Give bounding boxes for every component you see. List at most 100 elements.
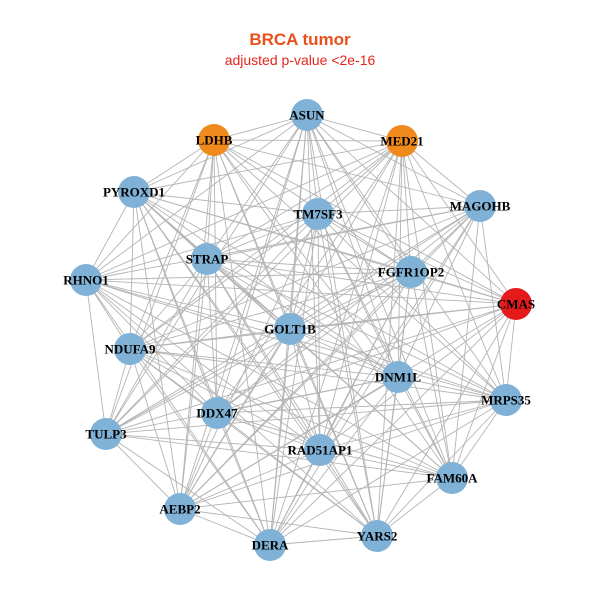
edge-pyroxd1-cmas [133,191,517,305]
node-label: AEBP2 [159,502,200,517]
node-ddx47: DDX47 [196,397,238,429]
edge-pyroxd1-aebp2 [133,191,181,510]
edge-magohb-golt1b [289,205,481,330]
node-circle [464,190,496,222]
edge-mrps35-rad51ap1 [319,399,507,451]
edge-asun-magohb [306,114,481,207]
edge-asun-strap [206,114,308,260]
edge-fgfr1op2-rhno1 [85,271,412,281]
edge-rhno1-golt1b [85,279,291,330]
edge-magohb-ndufa9 [129,205,481,350]
edge-strap-tulp3 [105,258,208,435]
edge-pyroxd1-yars2 [133,191,378,537]
edge-pyroxd1-mrps35 [133,191,507,401]
edge-fgfr1op2-aebp2 [179,271,412,510]
edge-pyroxd1-rad51ap1 [133,191,321,451]
edge-rhno1-fam60a [85,279,453,479]
edge-strap-cmas [206,258,517,305]
node-rhno1: RHNO1 [63,264,109,296]
node-rad51ap1: RAD51AP1 [288,434,353,466]
edge-mrps35-dera [269,399,507,546]
node-circle [114,333,146,365]
edge-magohb-rad51ap1 [319,205,481,451]
edge-med21-pyroxd1 [133,140,403,193]
node-circle [304,434,336,466]
edge-fgfr1op2-fam60a [410,271,453,479]
edge-strap-rad51ap1 [206,258,321,451]
node-fam60a: FAM60A [426,462,478,494]
edge-magohb-dnm1l [397,205,481,378]
edge-golt1b-dnm1l [289,328,399,378]
edge-fgfr1op2-tulp3 [105,271,412,435]
node-circle [500,288,532,320]
edge-strap-golt1b [206,258,291,330]
node-label: LDHB [196,133,233,148]
edge-dnm1l-dera [269,376,399,546]
node-label: STRAP [186,252,229,267]
node-label: FGFR1OP2 [378,265,444,280]
node-cmas: CMAS [497,288,535,320]
node-circle [201,397,233,429]
node-pyroxd1: PYROXD1 [103,176,165,208]
node-circle [70,264,102,296]
node-circle [164,493,196,525]
edge-fam60a-aebp2 [179,477,453,510]
node-label: NDUFA9 [104,342,156,357]
edge-asun-aebp2 [179,114,308,510]
edge-rad51ap1-yars2 [319,449,378,537]
node-label: FAM60A [426,471,478,486]
node-label: MED21 [380,134,423,149]
edge-tulp3-rad51ap1 [105,433,321,451]
node-circle [274,313,306,345]
edge-cmas-tulp3 [105,303,517,435]
node-circle [254,529,286,561]
edge-ddx47-aebp2 [179,412,218,510]
node-label: TULP3 [85,427,127,442]
node-label: MAGOHB [450,199,511,214]
edge-dnm1l-yars2 [376,376,399,537]
edge-rhno1-dnm1l [85,279,399,378]
edge-magohb-dera [269,205,481,546]
node-circle [291,99,323,131]
node-dera: DERA [252,529,289,561]
node-label: PYROXD1 [103,185,165,200]
edge-med21-fgfr1op2 [401,140,412,273]
node-circle [395,256,427,288]
edge-rad51ap1-dera [269,449,321,546]
edge-strap-dnm1l [206,258,399,378]
edge-med21-magohb [401,140,481,207]
node-label: DDX47 [196,406,238,421]
edge-med21-tm7sf3 [317,140,403,215]
edge-tulp3-aebp2 [105,433,181,510]
node-label: RHNO1 [63,273,109,288]
edge-ndufa9-dera [129,348,271,546]
edge-ldhb-tulp3 [105,139,215,435]
edge-dnm1l-mrps35 [397,376,507,401]
node-strap: STRAP [186,243,229,275]
edge-aebp2-yars2 [179,508,378,537]
figure-title: BRCA tumor [249,30,351,49]
edge-pyroxd1-dnm1l [133,191,399,378]
edge-mrps35-ddx47 [216,399,507,414]
edge-aebp2-dera [179,508,271,546]
edge-ldhb-strap [206,139,215,260]
edge-ldhb-aebp2 [179,139,215,510]
node-med21: MED21 [380,125,424,157]
edge-pyroxd1-tm7sf3 [133,191,319,215]
edge-asun-ldhb [213,114,308,141]
edge-cmas-rad51ap1 [319,303,517,451]
node-label: TM7SF3 [293,207,343,222]
edge-cmas-ddx47 [216,303,517,414]
edge-ndufa9-fam60a [129,348,453,479]
figure-subtitle: adjusted p-value <2e-16 [224,52,376,68]
edge-asun-rad51ap1 [306,114,321,451]
node-circle [191,243,223,275]
node-label: MRPS35 [481,393,531,408]
edge-dera-yars2 [269,535,378,546]
edge-med21-rhno1 [85,140,403,281]
edge-magohb-aebp2 [179,205,481,510]
node-tulp3: TULP3 [85,418,127,450]
edge-rhno1-dera [85,279,271,546]
edge-tm7sf3-dera [269,213,319,546]
